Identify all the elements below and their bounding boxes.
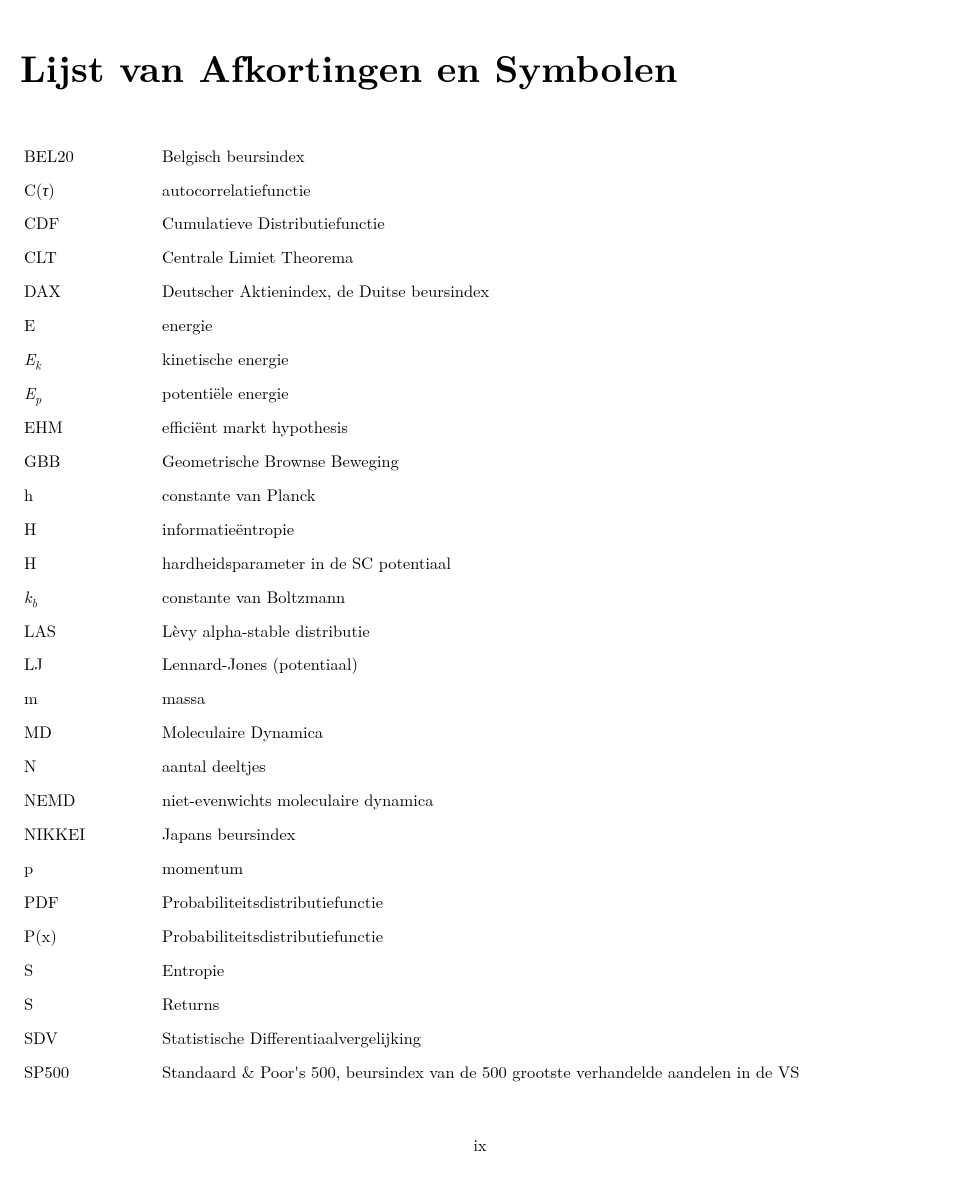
- abbr-term: BEL20: [24, 144, 144, 168]
- abbr-definition: niet-evenwichts moleculaire dynamica: [162, 788, 940, 812]
- abbr-term: EHM: [24, 415, 144, 439]
- abbr-term: MD: [24, 720, 144, 744]
- abbr-term: C(τ): [24, 178, 144, 202]
- abbr-definition: Probabiliteitsdistributiefunctie: [162, 890, 940, 914]
- abbr-term: kb: [24, 585, 144, 609]
- abbr-term: DAX: [24, 279, 144, 303]
- abbr-term: Ek: [24, 347, 144, 371]
- abbr-term: S: [24, 958, 144, 982]
- abbr-definition: Japans beursindex: [162, 822, 940, 846]
- abbr-term: P(x): [24, 924, 144, 948]
- abbr-term: h: [24, 483, 144, 507]
- definitions-list: BEL20 Belgisch beursindex C(τ) autocorrelat…: [24, 144, 940, 1084]
- abbr-term: H: [24, 551, 144, 575]
- abbr-definition: Belgisch beursindex: [162, 144, 940, 168]
- abbr-definition: potentiële energie: [162, 381, 940, 405]
- abbr-term: p: [24, 856, 144, 880]
- abbr-term: CDF: [24, 211, 144, 235]
- abbr-term: H: [24, 517, 144, 541]
- abbr-term: E: [24, 313, 144, 337]
- abbr-term: SDV: [24, 1026, 144, 1050]
- abbr-term: N: [24, 754, 144, 778]
- abbr-definition: Returns: [162, 992, 940, 1016]
- abbr-definition: Standaard & Poor's 500, beursindex van d…: [162, 1060, 940, 1084]
- abbr-definition: energie: [162, 313, 940, 337]
- abbr-definition: aantal deeltjes: [162, 754, 940, 778]
- abbr-definition: Moleculaire Dynamica: [162, 720, 940, 744]
- abbr-term: PDF: [24, 890, 144, 914]
- abbr-term: m: [24, 686, 144, 710]
- abbr-definition: hardheidsparameter in de SC potentiaal: [162, 551, 940, 575]
- abbr-definition: Deutscher Aktienindex, de Duitse beursin…: [162, 279, 940, 303]
- abbr-definition: efficiënt markt hypothesis: [162, 415, 940, 439]
- abbr-term: Ep: [24, 381, 144, 405]
- abbr-definition: constante van Boltzmann: [162, 585, 940, 609]
- abbr-definition: Lennard-Jones (potentiaal): [162, 652, 940, 676]
- page-title: Lijst van Afkortingen en Symbolen: [20, 40, 940, 94]
- abbr-definition: Entropie: [162, 958, 940, 982]
- abbr-term: GBB: [24, 449, 144, 473]
- abbr-term: CLT: [24, 245, 144, 269]
- abbr-definition: kinetische energie: [162, 347, 940, 371]
- abbr-definition: autocorrelatiefunctie: [162, 178, 940, 202]
- abbr-definition: momentum: [162, 856, 940, 880]
- abbr-definition: Lèvy alpha-stable distributie: [162, 619, 940, 643]
- abbr-definition: Centrale Limiet Theorema: [162, 245, 940, 269]
- abbr-definition: Probabiliteitsdistributiefunctie: [162, 924, 940, 948]
- abbr-definition: Statistische Differentiaalvergelijking: [162, 1026, 940, 1050]
- page-number: ix: [20, 1133, 940, 1156]
- abbr-term: NEMD: [24, 788, 144, 812]
- abbr-term: SP500: [24, 1060, 144, 1084]
- abbr-term: NIKKEI: [24, 822, 144, 846]
- abbr-term: LJ: [24, 652, 144, 676]
- abbr-definition: Cumulatieve Distributiefunctie: [162, 211, 940, 235]
- abbr-term: LAS: [24, 619, 144, 643]
- abbr-definition: massa: [162, 686, 940, 710]
- abbr-term: S: [24, 992, 144, 1016]
- abbr-definition: Geometrische Brownse Beweging: [162, 449, 940, 473]
- abbr-definition: informatieëntropie: [162, 517, 940, 541]
- abbr-definition: constante van Planck: [162, 483, 940, 507]
